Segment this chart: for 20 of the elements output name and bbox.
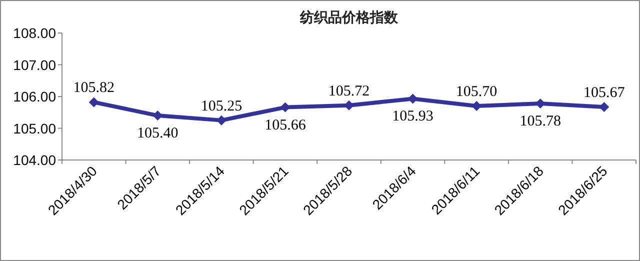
y-tick-label: 104.00 [13,152,56,168]
y-tick-label: 108.00 [13,25,56,41]
data-label: 105.82 [73,80,115,96]
y-tick-label: 106.00 [13,88,56,104]
point [88,97,99,108]
data-label: 105.67 [583,84,626,101]
data-label: 105.72 [328,83,370,100]
y-tick-label: 107.00 [13,56,56,73]
data-label: 105.93 [392,108,434,125]
data-label: 105.40 [137,126,178,142]
point [408,94,418,104]
point [599,102,610,112]
data-label: 105.78 [520,113,561,130]
data-label: 105.25 [200,98,242,114]
y-tick-label: 105.00 [13,120,56,136]
point [152,110,163,121]
point [344,100,354,110]
data-label: 105.70 [456,84,498,100]
data-label: 105.66 [264,117,306,134]
chart-title: 纺织品价格指数 [299,9,399,25]
